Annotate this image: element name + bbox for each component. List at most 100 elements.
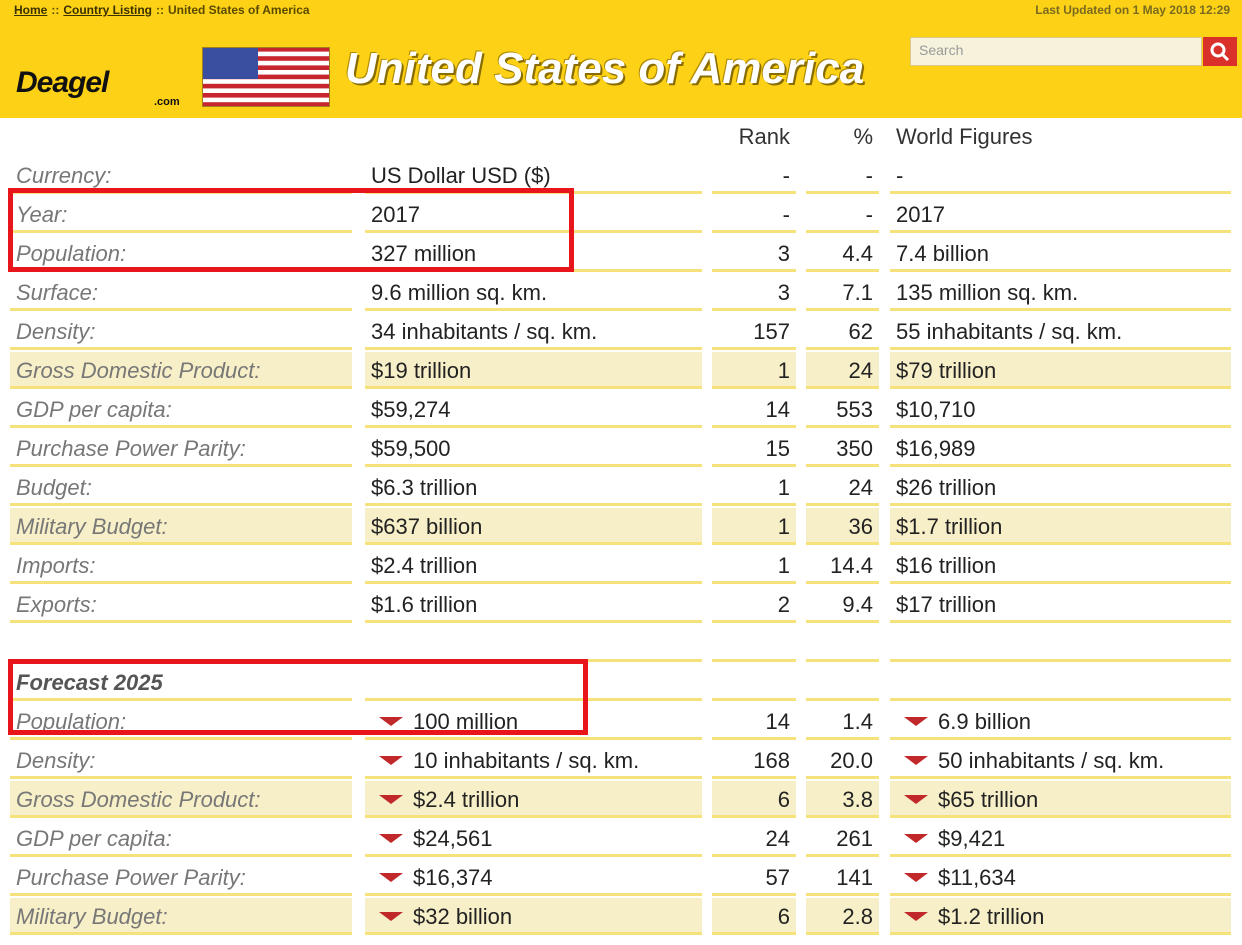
value-cell: $16,374: [365, 859, 702, 896]
world-cell: $17 trillion: [890, 586, 1231, 623]
rank-cell: 24: [712, 820, 796, 857]
percent-cell: -: [806, 157, 879, 194]
value-cell: $59,274: [365, 391, 702, 428]
rank-cell: 6: [712, 898, 796, 935]
row-label: Density:: [10, 313, 352, 350]
world-cell: $1.7 trillion: [890, 508, 1231, 545]
percent-cell: 20.0: [806, 742, 879, 779]
down-arrow: [904, 795, 928, 805]
spacer-cell: [890, 625, 1231, 662]
percent-cell: 24: [806, 469, 879, 506]
world-cell: 6.9 billion: [890, 703, 1231, 740]
breadcrumb-link[interactable]: Home: [14, 3, 48, 17]
cell-text: $11,634: [938, 865, 1016, 890]
down-arrow: [904, 912, 928, 922]
cell-text: 50 inhabitants / sq. km.: [938, 748, 1165, 773]
world-cell: $65 trillion: [890, 781, 1231, 818]
row-label: Exports:: [10, 586, 352, 623]
search-icon: [1210, 42, 1230, 62]
percent-cell: -: [806, 196, 879, 233]
section-title: Forecast 2025: [10, 664, 352, 701]
world-cell: $26 trillion: [890, 469, 1231, 506]
percent-cell: 350: [806, 430, 879, 467]
value-cell: 34 inhabitants / sq. km.: [365, 313, 702, 350]
rank-cell: 1: [712, 469, 796, 506]
world-cell: $11,634: [890, 859, 1231, 896]
row-label: Imports:: [10, 547, 352, 584]
percent-cell: 36: [806, 508, 879, 545]
spacer-cell: [890, 664, 1231, 701]
down-arrow: [904, 717, 928, 727]
down-arrow: [904, 873, 928, 883]
flag: [202, 47, 330, 107]
row-label: Gross Domestic Product:: [10, 352, 352, 389]
percent-cell: 3.8: [806, 781, 879, 818]
value-cell: 2017: [365, 196, 702, 233]
header: Home:: Country Listing:: United States of …: [0, 0, 1242, 118]
page-title: United States of America: [345, 44, 865, 93]
cell-text: $65 trillion: [938, 787, 1039, 812]
row-label: Purchase Power Parity:: [10, 430, 352, 467]
cell-text: 10 inhabitants / sq. km.: [413, 748, 640, 773]
value-cell: $1.6 trillion: [365, 586, 702, 623]
logo-suffix: .com: [154, 96, 180, 108]
down-arrow: [379, 717, 403, 727]
spacer-cell: [806, 664, 879, 701]
logo[interactable]: Deagel .com: [16, 66, 180, 108]
breadcrumb-link[interactable]: Country Listing: [63, 3, 153, 17]
spacer-cell: [806, 625, 879, 662]
row-label: GDP per capita:: [10, 820, 352, 857]
world-cell: $16,989: [890, 430, 1231, 467]
world-cell: $1.2 trillion: [890, 898, 1231, 935]
rank-cell: 1: [712, 547, 796, 584]
world-cell: 2017: [890, 196, 1231, 233]
row-label: GDP per capita:: [10, 391, 352, 428]
world-cell: $9,421: [890, 820, 1231, 857]
cell-text: $32 billion: [413, 904, 513, 929]
rank-cell: -: [712, 196, 796, 233]
country-table: Rank% World Figures Currency: US Dollar USD…: [0, 118, 1242, 945]
logo-text: Deagel: [16, 66, 109, 99]
percent-cell: 2.8: [806, 898, 879, 935]
world-cell: -: [890, 157, 1231, 194]
cell-text: $24,561: [413, 826, 493, 851]
search-input[interactable]: Search: [910, 37, 1202, 66]
breadcrumb-current: United States of America: [168, 3, 310, 17]
percent-cell: 261: [806, 820, 879, 857]
percent-cell: 1.4: [806, 703, 879, 740]
world-cell: 135 million sq. km.: [890, 274, 1231, 311]
rank-cell: 2: [712, 586, 796, 623]
separator: ::: [51, 3, 60, 17]
cell-text: 100 million: [413, 709, 519, 734]
row-label: Year:: [10, 196, 352, 233]
row-label: Gross Domestic Product:: [10, 781, 352, 818]
rank-cell: 14: [712, 391, 796, 428]
percent-cell: 62: [806, 313, 879, 350]
highlight-box: [8, 659, 588, 735]
percent-cell: 141: [806, 859, 879, 896]
world-cell: $79 trillion: [890, 352, 1231, 389]
rank-cell: 1: [712, 352, 796, 389]
percent-cell: 14.4: [806, 547, 879, 584]
rank-cell: 3: [712, 235, 796, 272]
rank-cell: 14: [712, 703, 796, 740]
row-label: Density:: [10, 742, 352, 779]
row-label: Purchase Power Parity:: [10, 859, 352, 896]
rank-cell: 1: [712, 508, 796, 545]
rank-cell: -: [712, 157, 796, 194]
value-cell: $59,500: [365, 430, 702, 467]
separator: ::: [156, 3, 165, 17]
row-label: Military Budget:: [10, 898, 352, 935]
row-label: Military Budget:: [10, 508, 352, 545]
cell-text: $1.2 trillion: [938, 904, 1045, 929]
value-cell: $19 trillion: [365, 352, 702, 389]
cell-text: 6.9 billion: [938, 709, 1031, 734]
rank-cell: 3: [712, 274, 796, 311]
rank-cell: 157: [712, 313, 796, 350]
value-cell: 100 million: [365, 703, 702, 740]
spacer-cell: [712, 625, 796, 662]
value-cell: $6.3 trillion: [365, 469, 702, 506]
search-button[interactable]: [1203, 37, 1237, 66]
column-header: World Figures: [896, 124, 1033, 149]
percent-cell: 4.4: [806, 235, 879, 272]
